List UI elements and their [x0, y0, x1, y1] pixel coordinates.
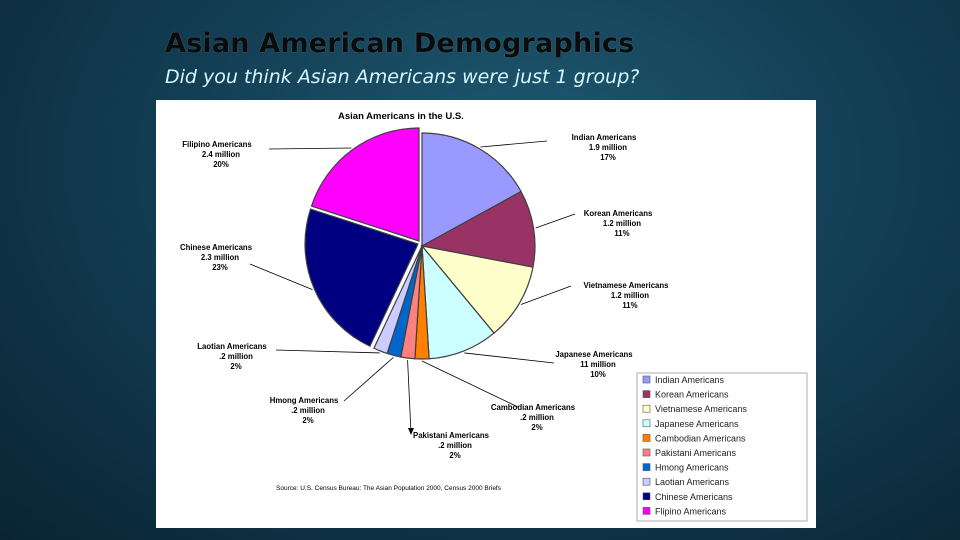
chart-source: Source: U.S. Census Bureau: The Asian Po… [276, 485, 502, 492]
callout-population-cambodian-americans: .2 million [520, 413, 554, 422]
leader-line-laotian-americans [275, 349, 380, 354]
leader-line-hmong-americans [343, 357, 394, 402]
legend-swatch-flipino-americans [642, 507, 651, 515]
callout-population-laotian-americans: .2 million [219, 352, 253, 361]
leader-line-pakistani-americans [407, 360, 412, 434]
legend-swatch-korean-americans [642, 390, 651, 398]
leader-line-indian-americans [480, 140, 548, 148]
pie-slice-vietnamese-americans [420, 245, 534, 334]
legend-swatch-vietnamese-americans [642, 404, 651, 413]
callout-population-japanese-americans: 11 million [580, 360, 616, 369]
legend-label-hmong-americans: Hmong Americans [655, 463, 729, 473]
callout-percent-pakistani-americans: 2% [449, 451, 460, 460]
callout-percent-vietnamese-americans: 11% [622, 301, 637, 310]
callout-name-vietnamese-americans: Vietnamese Americans [584, 281, 670, 290]
callout-population-hmong-americans: .2 million [291, 406, 325, 415]
leader-line-japanese-americans [464, 352, 555, 364]
callout-percent-indian-americans: 17% [600, 153, 616, 162]
legend-swatch-hmong-americans [642, 463, 651, 471]
legend-swatch-indian-americans [642, 375, 651, 384]
callout-percent-japanese-americans: 10% [590, 370, 606, 379]
legend-box [636, 372, 808, 522]
callout-percent-chinese-americans: 23% [212, 263, 228, 272]
slide-subtitle: Did you think Asian Americans were just … [165, 66, 640, 88]
legend-swatch-cambodian-americans [642, 434, 651, 442]
legend-label-laotian-americans: Laotian Americans [655, 477, 730, 487]
leader-line-cambodian-americans [421, 360, 519, 408]
pie-chart: Asian Americans in the U.S. Indian Ameri… [180, 111, 808, 522]
leader-line-chinese-americans [249, 263, 313, 291]
pie-slice-chinese-americans [304, 208, 419, 348]
callout-population-pakistani-americans: .2 million [438, 441, 472, 450]
legend-label-vietnamese-americans: Vietnamese Americans [655, 404, 747, 414]
pie-slice-laotian-americans [373, 245, 423, 355]
callout-population-chinese-americans: 2.3 million [201, 253, 239, 262]
callout-population-vietnamese-americans: 1.2 million [611, 291, 649, 300]
callout-name-chinese-americans: Chinese Americans [180, 243, 253, 252]
legend-label-pakistani-americans: Pakistani Americans [655, 448, 737, 458]
pie-slice-japanese-americans [421, 244, 495, 360]
callout-population-indian-americans: 1.9 million [589, 143, 627, 152]
callout-name-korean-americans: Korean Americans [584, 209, 653, 218]
callout-name-japanese-americans: Japanese Americans [555, 350, 633, 359]
callout-population-korean-americans: 1.2 million [603, 219, 641, 228]
legend-label-japanese-americans: Japanese Americans [655, 419, 739, 429]
callout-name-hmong-americans: Hmong Americans [270, 396, 339, 405]
slide-title: Asian American Demographics [165, 28, 635, 59]
callout-percent-cambodian-americans: 2% [531, 423, 542, 432]
legend-label-cambodian-americans: Cambodian Americans [655, 433, 746, 443]
legend-label-korean-americans: Korean Americans [655, 390, 729, 400]
callout-name-indian-americans: Indian Americans [572, 133, 637, 142]
leader-arrowhead [408, 428, 414, 435]
callout-percent-korean-americans: 11% [614, 229, 629, 238]
callout-name-filipino-americans: Filipino Americans [182, 140, 252, 149]
pie-slice-korean-americans [420, 190, 536, 268]
legend-swatch-laotian-americans [642, 477, 651, 486]
leader-line-korean-americans [535, 213, 576, 229]
chart-title: Asian Americans in the U.S. [338, 111, 464, 122]
leader-line-vietnamese-americans [520, 285, 572, 305]
pie-slice-indian-americans [421, 132, 522, 248]
callout-name-cambodian-americans: Cambodian Americans [491, 403, 576, 412]
callout-name-laotian-americans: Laotian Americans [197, 342, 267, 351]
legend-label-indian-americans: Indian Americans [655, 375, 725, 385]
legend-swatch-chinese-americans [642, 492, 651, 501]
callout-percent-laotian-americans: 2% [230, 362, 241, 371]
legend-swatch-pakistani-americans [642, 448, 651, 457]
legend-label-chinese-americans: Chinese Americans [655, 492, 733, 502]
callout-percent-hmong-americans: 2% [302, 416, 313, 425]
leader-line-filipino-americans [268, 147, 352, 150]
callout-name-pakistani-americans: Pakistani Americans [413, 431, 490, 440]
pie-slice-filipino-americans [310, 127, 420, 242]
pie-chart-panel: Asian Americans in the U.S. Indian Ameri… [156, 100, 816, 528]
callout-percent-filipino-americans: 20% [213, 160, 229, 169]
callout-population-filipino-americans: 2.4 million [202, 150, 240, 159]
legend-label-flipino-americans: Flipino Americans [655, 506, 727, 516]
legend-swatch-japanese-americans [642, 419, 651, 428]
